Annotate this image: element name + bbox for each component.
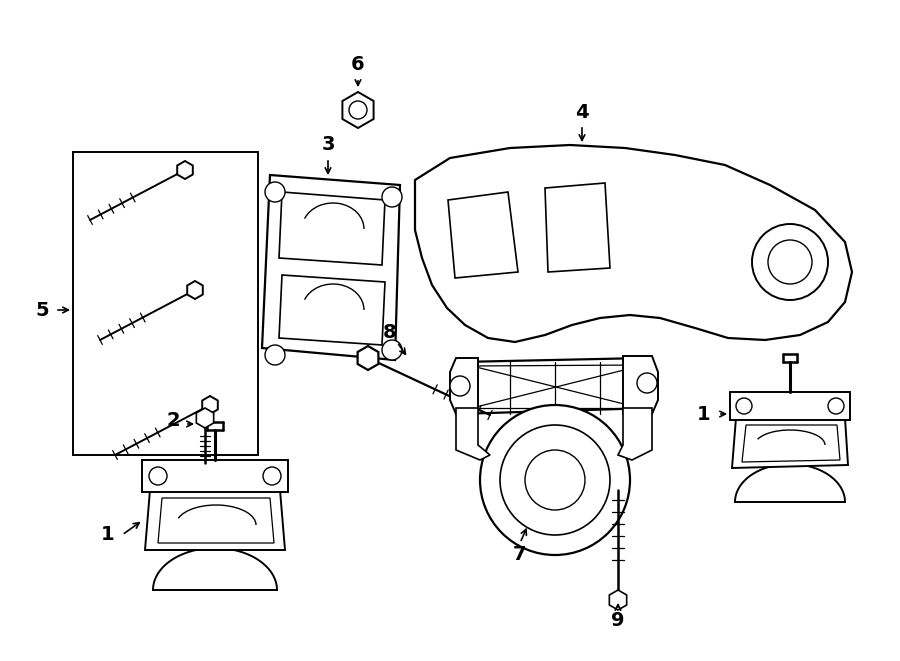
Polygon shape — [202, 396, 218, 414]
Polygon shape — [177, 161, 193, 179]
Polygon shape — [450, 358, 478, 414]
Polygon shape — [262, 175, 400, 360]
Text: 3: 3 — [321, 136, 335, 155]
Text: 4: 4 — [575, 102, 589, 122]
Polygon shape — [732, 418, 848, 468]
Polygon shape — [623, 356, 658, 414]
Text: 5: 5 — [35, 301, 49, 319]
Polygon shape — [456, 408, 490, 460]
Polygon shape — [618, 408, 652, 460]
Polygon shape — [158, 498, 274, 543]
Polygon shape — [73, 152, 258, 455]
Polygon shape — [415, 145, 852, 342]
Polygon shape — [545, 183, 610, 272]
Circle shape — [263, 467, 281, 485]
Circle shape — [382, 340, 402, 360]
Circle shape — [480, 405, 630, 555]
Circle shape — [828, 398, 844, 414]
Polygon shape — [730, 392, 850, 420]
Text: 2: 2 — [166, 410, 180, 430]
Text: 7: 7 — [513, 545, 526, 564]
Circle shape — [525, 450, 585, 510]
Polygon shape — [279, 192, 385, 265]
Polygon shape — [357, 346, 378, 370]
Circle shape — [382, 187, 402, 207]
Circle shape — [768, 240, 812, 284]
Polygon shape — [742, 425, 840, 462]
Polygon shape — [187, 281, 202, 299]
Text: 1: 1 — [698, 405, 711, 424]
Polygon shape — [456, 358, 652, 414]
Circle shape — [752, 224, 828, 300]
Text: 9: 9 — [611, 611, 625, 629]
Circle shape — [736, 398, 752, 414]
Text: 8: 8 — [383, 323, 397, 342]
Polygon shape — [142, 460, 288, 492]
Circle shape — [450, 376, 470, 396]
Polygon shape — [196, 408, 213, 428]
Polygon shape — [145, 490, 285, 550]
Polygon shape — [609, 590, 626, 610]
Text: 6: 6 — [351, 56, 364, 75]
Circle shape — [500, 425, 610, 535]
Polygon shape — [448, 192, 518, 278]
Circle shape — [265, 182, 285, 202]
Circle shape — [265, 345, 285, 365]
Text: 1: 1 — [101, 525, 115, 545]
Circle shape — [149, 467, 167, 485]
Polygon shape — [279, 275, 385, 345]
Circle shape — [349, 101, 367, 119]
Polygon shape — [342, 92, 374, 128]
Circle shape — [637, 373, 657, 393]
